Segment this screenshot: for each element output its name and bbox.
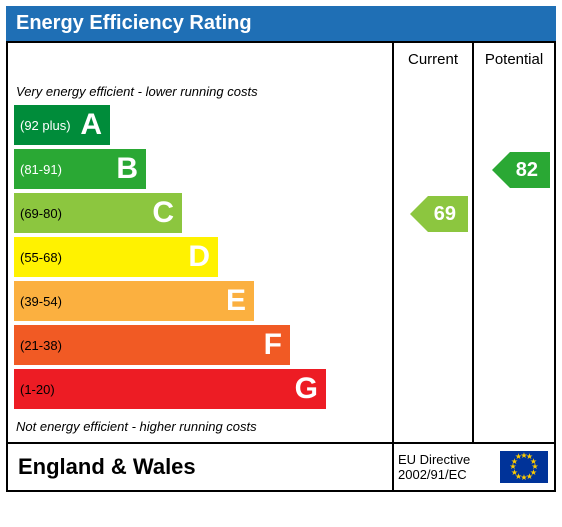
note-top: Very energy efficient - lower running co… — [14, 82, 386, 105]
band-range: (55-68) — [14, 250, 62, 265]
band-letter: E — [226, 284, 246, 318]
footer-directive: EU Directive 2002/91/EC — [394, 444, 494, 490]
body-row: Very energy efficient - lower running co… — [8, 76, 554, 442]
current-value: 69 — [428, 203, 460, 226]
band-range: (81-91) — [14, 162, 62, 177]
band-e: (39-54) E — [14, 281, 254, 321]
band-b: (81-91) B — [14, 149, 146, 189]
band-range: (92 plus) — [14, 118, 71, 133]
band-letter: A — [80, 108, 102, 142]
header-blank — [8, 43, 394, 76]
header-current: Current — [394, 43, 474, 76]
band-letter: G — [295, 372, 318, 406]
bands-column: Very energy efficient - lower running co… — [8, 76, 394, 442]
title-bar: Energy Efficiency Rating — [6, 6, 556, 41]
footer-region: England & Wales — [8, 444, 394, 490]
current-arrow: 69 — [428, 196, 468, 232]
potential-arrow: 82 — [510, 152, 550, 188]
band-range: (69-80) — [14, 206, 62, 221]
current-column: 69 — [394, 76, 474, 442]
directive-line2: 2002/91/EC — [398, 467, 490, 482]
note-bottom: Not energy efficient - higher running co… — [14, 413, 386, 436]
band-letter: B — [116, 152, 138, 186]
band-letter: C — [152, 196, 174, 230]
footer-row: England & Wales EU Directive 2002/91/EC … — [8, 442, 554, 490]
band-g: (1-20) G — [14, 369, 326, 409]
header-potential: Potential — [474, 43, 554, 76]
band-letter: D — [188, 240, 210, 274]
rating-grid: Current Potential Very energy efficient … — [6, 41, 556, 492]
potential-column: 82 — [474, 76, 554, 442]
header-row: Current Potential — [8, 41, 554, 76]
band-range: (21-38) — [14, 338, 62, 353]
band-letter: F — [264, 328, 282, 362]
band-f: (21-38) F — [14, 325, 290, 365]
footer-flag: ★★★★★★★★★★★★ — [494, 444, 554, 490]
eu-flag-icon: ★★★★★★★★★★★★ — [500, 451, 548, 483]
band-range: (39-54) — [14, 294, 62, 309]
band-c: (69-80) C — [14, 193, 182, 233]
directive-line1: EU Directive — [398, 452, 490, 467]
band-range: (1-20) — [14, 382, 55, 397]
band-d: (55-68) D — [14, 237, 218, 277]
potential-value: 82 — [510, 159, 542, 182]
band-a: (92 plus) A — [14, 105, 110, 145]
